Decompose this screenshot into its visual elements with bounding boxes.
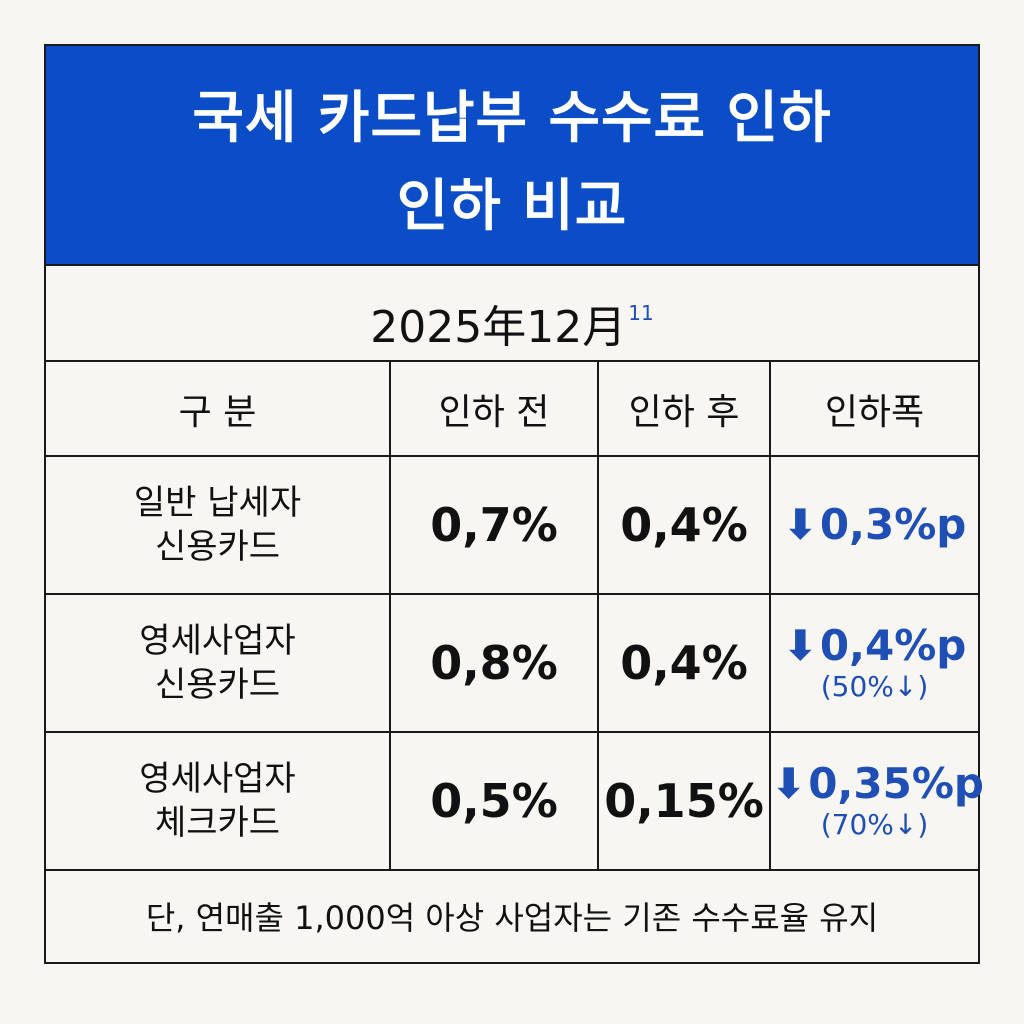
title-line-1: 국세 카드납부 수수료 인하 [192, 86, 832, 151]
header-after: 인하 후 [597, 362, 771, 457]
table-header-row: 구 분 인하 전 인하 후 인하폭 [46, 362, 978, 457]
rate-cut: ⬇0,3%p [771, 501, 978, 549]
category-line-2: 체크카드 [154, 803, 281, 843]
category-line-1: 영세사업자 [139, 621, 296, 661]
title-banner: 국세 카드납부 수수료 인하 인하 비교 [46, 46, 978, 266]
arrow-down-icon: ⬇ [771, 759, 807, 808]
arrow-down-icon: ⬇ [782, 621, 818, 670]
table-row: 일반 납세자 신용카드 0,7% 0,4% ⬇0,3%p [46, 455, 978, 595]
rate-before: 0,5% [389, 731, 599, 871]
date-row: 2025年12月 11 [46, 266, 978, 362]
category-line-2: 신용카드 [154, 527, 281, 567]
date-superscript: 11 [628, 301, 654, 325]
rate-cut-cell: ⬇0,4%p (50%↓) [769, 593, 978, 733]
rate-cut-value: 0,3%p [819, 500, 967, 549]
rate-after: 0,4% [597, 593, 771, 733]
fee-comparison-card: 국세 카드납부 수수료 인하 인하 비교 2025年12月 11 구 분 인하 전… [44, 44, 984, 964]
rate-before: 0,8% [389, 593, 599, 733]
table-row: 영세사업자 체크카드 0,5% 0,15% ⬇0,35%p (70%↓) [46, 731, 984, 871]
category-cell: 일반 납세자 신용카드 [46, 455, 391, 595]
rate-after: 0,4% [597, 455, 771, 595]
header-before: 인하 전 [389, 362, 599, 457]
title-line-2: 인하 비교 [396, 174, 628, 239]
rate-after: 0,15% [597, 731, 771, 871]
category-line-1: 영세사업자 [139, 759, 296, 799]
category-cell: 영세사업자 체크카드 [46, 731, 391, 871]
category-line-1: 일반 납세자 [133, 483, 302, 523]
rate-cut-note: (70%↓) [820, 808, 929, 841]
footnote: 단, 연매출 1,000억 아상 사업자는 기존 수수료율 유지 [145, 899, 879, 937]
comparison-table: 구 분 인하 전 인하 후 인하폭 일반 납세자 신용카드 0,7% 0,4% … [46, 362, 984, 871]
header-category: 구 분 [46, 362, 391, 457]
rate-cut-value: 0,4%p [819, 621, 967, 670]
rate-cut: ⬇0,35%p [771, 759, 984, 808]
rate-cut-cell: ⬇0,35%p (70%↓) [769, 731, 984, 871]
table-row: 영세사업자 신용카드 0,8% 0,4% ⬇0,4%p (50%↓) [46, 593, 978, 733]
header-cut: 인하폭 [769, 362, 978, 457]
category-cell: 영세사업자 신용카드 [46, 593, 391, 733]
rate-cut-note: (50%↓) [820, 670, 929, 703]
category-line-2: 신용카드 [154, 665, 281, 705]
rate-before: 0,7% [389, 455, 599, 595]
rate-cut-value: 0,35%p [808, 759, 984, 808]
rate-cut-cell: ⬇0,3%p [769, 455, 978, 595]
rate-cut: ⬇0,4%p [771, 622, 978, 670]
date-text: 2025年12月 [370, 302, 627, 353]
arrow-down-icon: ⬇ [782, 500, 818, 549]
